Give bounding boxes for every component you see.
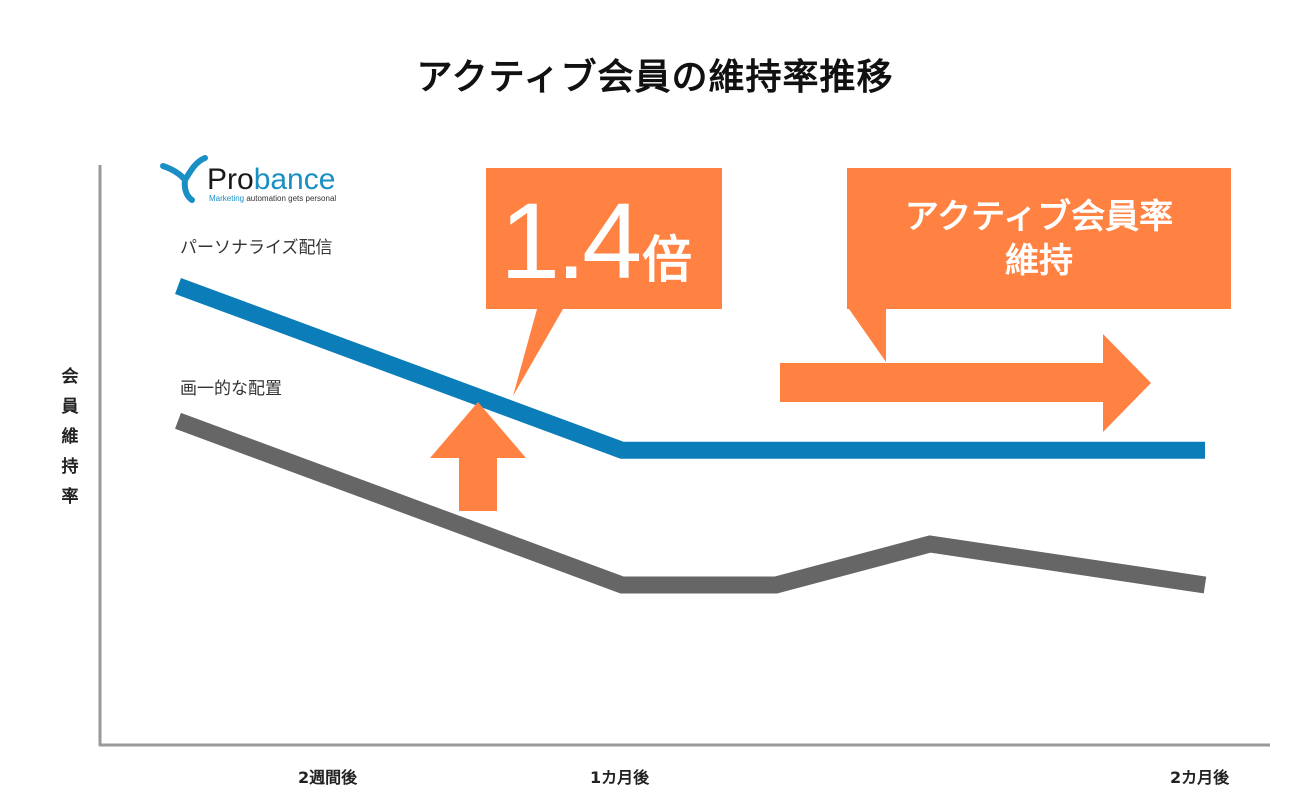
retain-line1: アクティブ会員率 [904, 197, 1174, 237]
series-line-1 [175, 412, 1207, 594]
x-tick-label: 1カ月後 [590, 768, 650, 787]
series-line-0 [175, 278, 1205, 459]
y-axis-label: 会員維持率 [61, 367, 79, 507]
series-label-uniform: 画一的な配置 [180, 379, 282, 399]
series-label-personalized: パーソナライズ配信 [180, 238, 333, 258]
x-tick-label: 2週間後 [298, 768, 358, 787]
right-arrow [780, 334, 1151, 432]
ratio-value: 1.4 [500, 180, 642, 301]
callout-box-ratio [486, 168, 722, 396]
x-tick-label: 2カ月後 [1170, 768, 1230, 787]
logo-name: Probance [207, 163, 336, 196]
callout-box-retain [847, 168, 1231, 362]
logo-tagline: Marketing automation gets personal [209, 194, 337, 203]
ratio-unit: 倍 [642, 231, 692, 289]
probance-logo-icon [160, 155, 208, 203]
retain-line2: 維持 [1005, 241, 1073, 281]
up-arrow [430, 402, 526, 511]
retain-callout-text: アクティブ会員率 維持 [848, 195, 1230, 283]
chart-title: アクティブ会員の維持率推移 [416, 57, 894, 98]
